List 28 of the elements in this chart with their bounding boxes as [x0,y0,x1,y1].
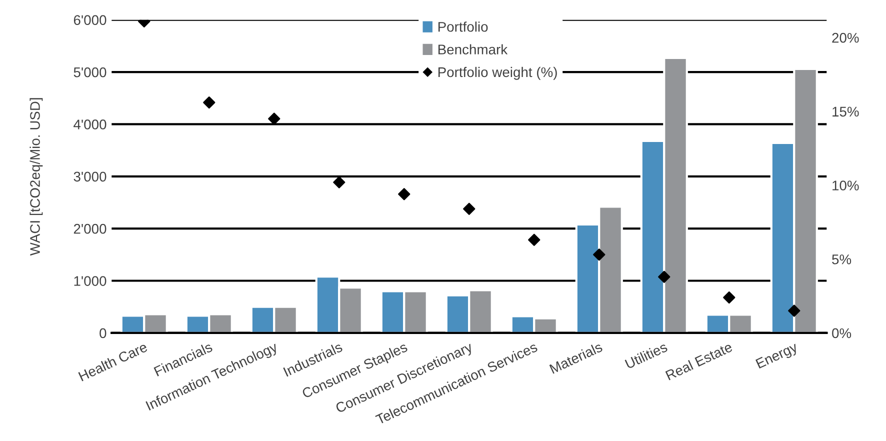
legend-label: Benchmark [438,44,508,54]
y-tick-label: 0 [100,328,106,338]
point [268,112,280,125]
y-tick-label: 2'000 [74,224,106,234]
y2-tick-label: 10% [832,180,859,190]
point [203,96,216,109]
legend-label: Portfolio [438,22,488,32]
y2-tick-label: 5% [832,254,852,264]
y-tick-label: 5'000 [74,67,106,78]
y-tick-label: 1'000 [74,276,106,286]
point [788,304,800,317]
y-tick-label: 3'000 [74,172,106,182]
point [593,248,606,261]
y2-tick-label: 0% [832,328,852,338]
y-axis-title: WACI [tCO2eq/Mio. USD] [30,98,43,256]
point [723,291,736,304]
point [333,176,346,188]
point [398,188,410,200]
y2-tick-label: 20% [832,32,859,43]
point [658,270,670,283]
point [463,202,476,215]
x-tick-label: Utilities [624,342,668,369]
y-tick-label: 6'000 [74,15,106,26]
y2-tick-label: 15% [832,106,859,117]
x-tick-label: Health Care [78,342,148,382]
y-tick-label: 4'000 [74,120,106,130]
point [528,234,540,246]
legend-label: Portfolio weight (%) [438,66,557,80]
